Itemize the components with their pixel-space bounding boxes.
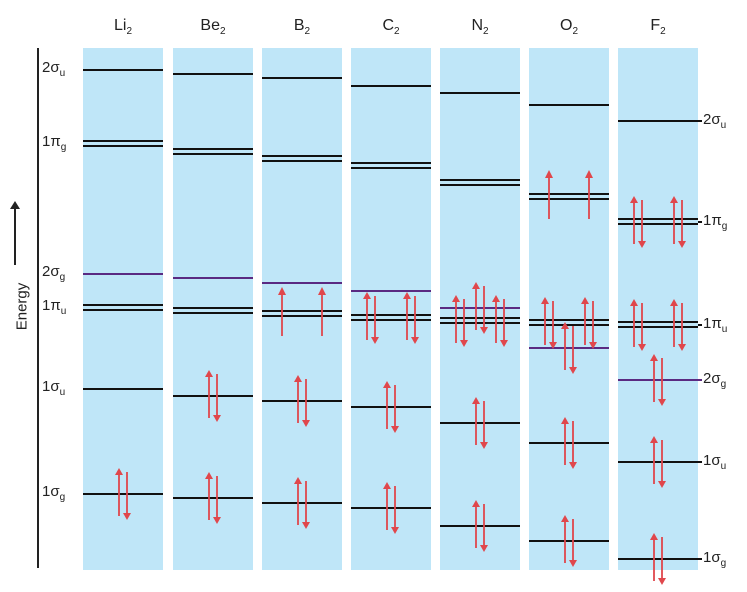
level-label: 1πg [42,133,67,153]
electron-spin-up-arrow [561,322,569,370]
level-label: 1σg [703,549,727,569]
electron-spin-up-arrow [383,381,391,429]
level-label: 2σg [703,370,727,390]
electron-spin-up-arrow [205,472,213,520]
electron-spin-down-arrow [658,358,666,406]
electron-spin-up-arrow [472,397,480,445]
electron-spin-down-arrow [213,374,221,422]
electron-spin-down-arrow [678,303,686,351]
electron-spin-up-arrow [318,287,326,336]
electron-spin-down-arrow [302,481,310,529]
electron-spin-down-arrow [480,504,488,552]
electron-spin-up-arrow [294,477,302,525]
electron-spin-down-arrow [500,299,508,347]
molecule-title: Be2 [200,17,226,38]
molecule-title: Li2 [113,17,132,38]
electron-spin-up-arrow [205,370,213,418]
electron-spin-down-arrow [569,326,577,374]
electron-spin-up-arrow [650,533,658,581]
electron-spin-up-arrow [492,295,500,343]
molecule-title: C2 [382,17,400,38]
molecule-title: F2 [650,17,666,38]
electron-spin-up-arrow [650,354,658,402]
molecule-panel [618,48,698,570]
electron-spin-up-arrow [545,170,553,219]
electron-spin-down-arrow [302,379,310,427]
level-label: 1πu [703,315,728,335]
electron-spin-up-arrow [630,299,638,347]
electron-spin-up-arrow [383,482,391,530]
level-label: 2σg [42,263,66,283]
electron-spin-down-arrow [371,296,379,344]
energy-arrow-icon [10,201,20,265]
level-label: 2σu [42,59,66,79]
electron-spin-up-arrow [650,436,658,484]
electron-spin-down-arrow [480,286,488,334]
molecule-panel [529,48,609,570]
electron-spin-down-arrow [480,401,488,449]
molecule-panel [351,48,431,570]
level-label: 1σg [42,483,66,503]
electron-spin-up-arrow [670,299,678,347]
electron-spin-down-arrow [391,385,399,433]
molecule-title: N2 [471,17,489,38]
electron-spin-up-arrow [363,292,371,340]
electron-spin-down-arrow [123,472,131,520]
electron-spin-up-arrow [403,292,411,340]
electron-spin-down-arrow [638,200,646,248]
electron-spin-up-arrow [115,468,123,516]
electron-spin-up-arrow [561,417,569,465]
electron-spin-up-arrow [472,500,480,548]
level-label: 1σu [703,452,727,472]
electron-spin-down-arrow [569,519,577,567]
level-label: 2σu [703,111,727,131]
electron-spin-up-arrow [581,297,589,345]
electron-spin-down-arrow [638,303,646,351]
electron-spin-up-arrow [561,515,569,563]
electron-spin-down-arrow [411,296,419,344]
molecule-title: O2 [559,17,578,38]
electron-spin-down-arrow [460,299,468,347]
electron-spin-down-arrow [658,440,666,488]
electron-spin-down-arrow [391,486,399,534]
electron-spin-up-arrow [541,297,549,345]
electron-spin-down-arrow [569,421,577,469]
electron-spin-up-arrow [585,170,593,219]
energy-axis [37,48,39,568]
electron-spin-up-arrow [294,375,302,423]
level-label: 1πu [42,297,67,317]
electron-spin-up-arrow [278,287,286,336]
electron-spin-down-arrow [658,537,666,585]
molecule-panel [262,48,342,570]
electron-spin-down-arrow [549,301,557,349]
electron-spin-up-arrow [630,196,638,244]
level-label: 1σu [42,378,66,398]
electron-spin-down-arrow [678,200,686,248]
molecule-title: B2 [293,17,311,38]
level-label: 1πg [703,212,728,232]
electron-spin-up-arrow [670,196,678,244]
electron-spin-down-arrow [589,301,597,349]
electron-spin-down-arrow [213,476,221,524]
electron-spin-up-arrow [452,295,460,343]
electron-spin-up-arrow [472,282,480,330]
